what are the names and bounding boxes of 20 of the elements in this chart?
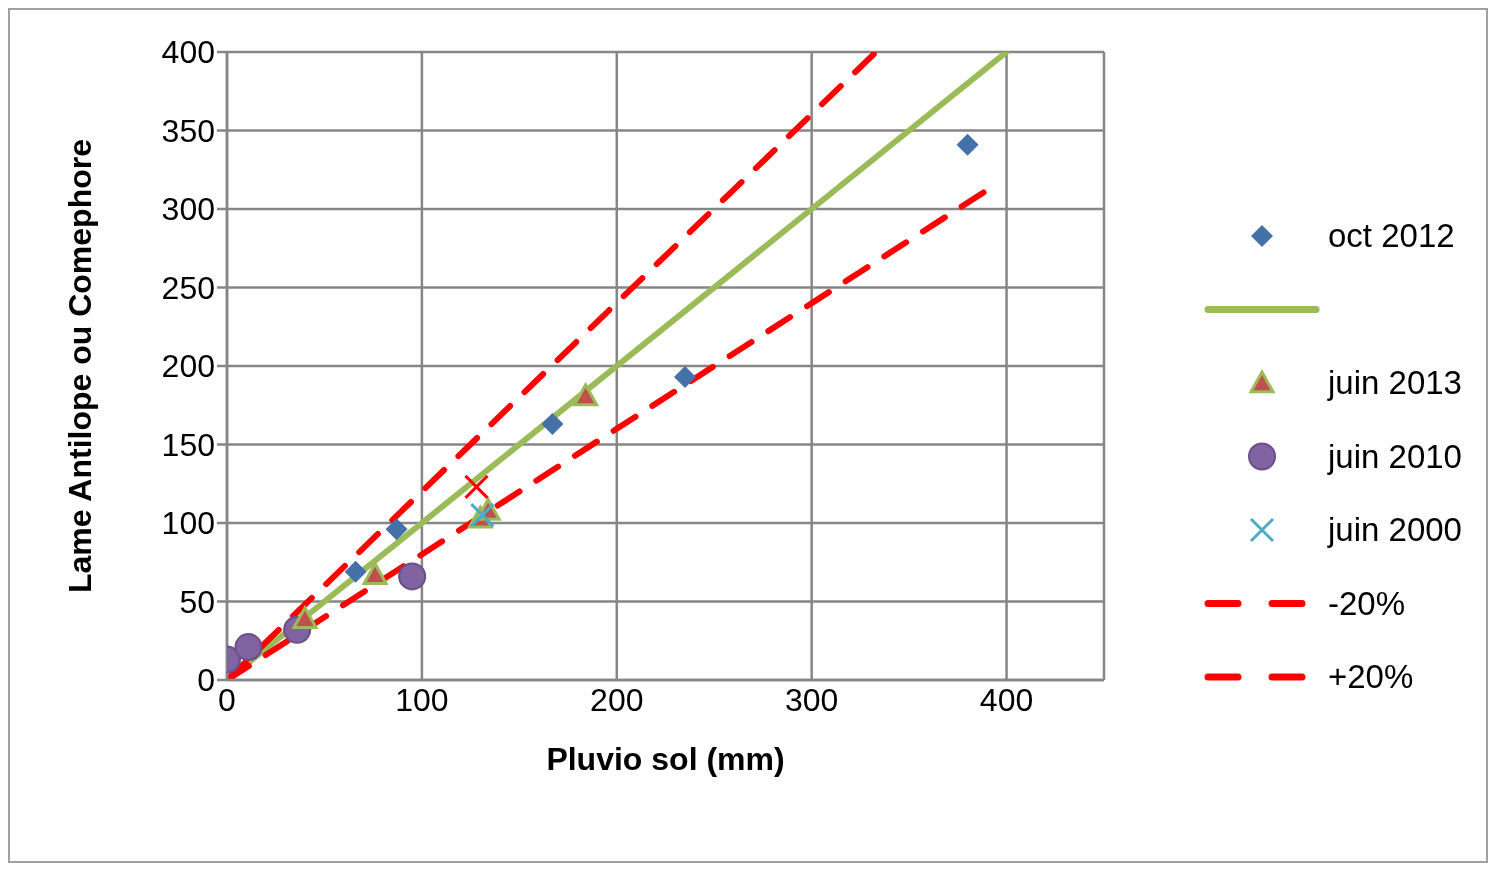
y-tick-label: 250 [161,269,215,306]
y-tick-label: 150 [161,426,215,463]
y-tick-label: 200 [161,348,215,385]
x-tick-label: 300 [784,681,839,718]
legend-label: juin 2000 [1327,511,1462,548]
x-tick-label: 100 [395,681,449,718]
legend-label: oct 2012 [1328,217,1455,254]
legend-label: juin 2010 [1327,437,1462,475]
x-tick-label: 400 [979,681,1034,718]
x-axis-title: Pluvio sol (mm) [546,741,785,777]
y-axis-title: Lame Antilope ou Comephore [62,139,99,593]
y-tick-label: 400 [161,34,215,71]
y-tick-label: 350 [161,112,215,149]
y-tick-label: 50 [179,583,215,620]
legend-label: +20% [1328,658,1414,695]
y-tick-label: 100 [161,505,215,542]
x-tick-label: 200 [590,681,644,718]
legend-label: juin 2013 [1327,364,1462,401]
legend-label: -20% [1328,584,1406,622]
y-tick-label: 300 [161,191,215,228]
